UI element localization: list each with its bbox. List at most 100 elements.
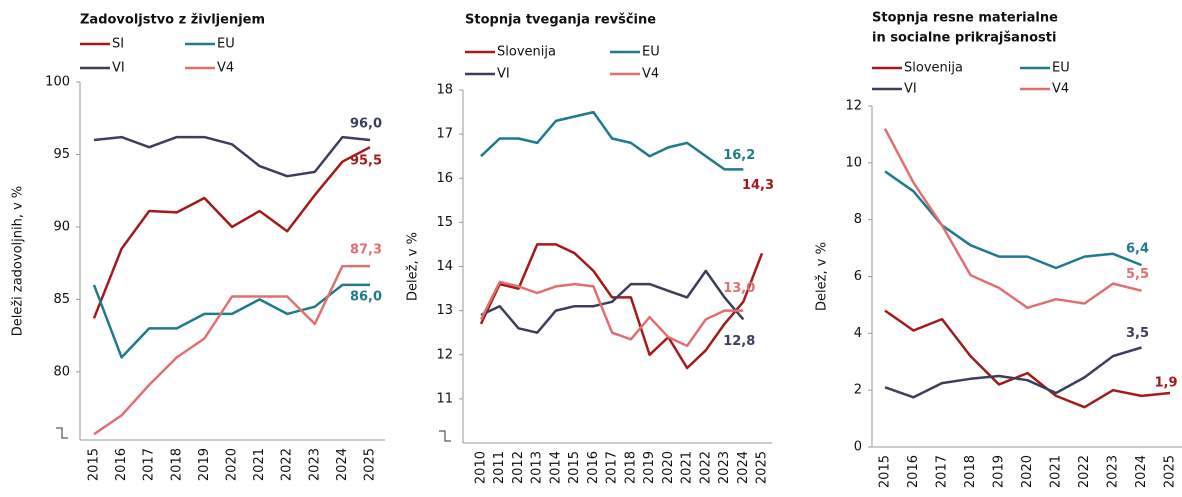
series-line xyxy=(480,269,745,334)
y-axis-label: Delež, v % xyxy=(815,242,830,311)
data-label: 96,0 xyxy=(350,116,382,131)
x-tick-label: 2015 xyxy=(87,448,102,481)
y-tick-label: 13 xyxy=(436,303,453,318)
y-tick-label: 85 xyxy=(53,292,70,307)
chart: Stopnja tveganja revščine 11 12 13 14 15 16 17 1… xyxy=(406,13,775,485)
legend-label: EU xyxy=(1052,61,1070,76)
chart: Zadovoljstvo z življenjem 80 85 90 95 100 Dele… xyxy=(11,13,385,481)
series-line xyxy=(93,135,371,178)
series-line xyxy=(884,346,1142,399)
axis-break xyxy=(439,430,451,442)
x-tick-label: 2024 xyxy=(1134,455,1149,488)
legend-label: EU xyxy=(642,45,660,60)
data-label: 6,4 xyxy=(1126,242,1149,257)
x-tick-label: 2015 xyxy=(878,455,893,488)
y-tick-label: 11 xyxy=(436,391,453,406)
data-label: 95,5 xyxy=(350,154,382,169)
x-tick-label: 2015 xyxy=(567,451,582,484)
x-tick-label: 2017 xyxy=(935,455,950,488)
y-tick-label: 12 xyxy=(845,99,862,114)
x-tick-label: 2023 xyxy=(1106,455,1121,488)
x-tick-label: 2021 xyxy=(1049,455,1064,488)
series-line xyxy=(93,264,370,436)
x-tick-label: 2021 xyxy=(252,448,267,481)
x-tick-label: 2016 xyxy=(906,455,921,488)
legend-label: Slovenija xyxy=(904,61,963,76)
x-tick-label: 2020 xyxy=(661,451,676,484)
x-tick-label: 2024 xyxy=(335,448,350,481)
data-label: 86,0 xyxy=(350,289,382,304)
legend-label: V4 xyxy=(642,67,659,82)
x-tick-label: 2020 xyxy=(225,448,240,481)
series-line xyxy=(884,170,1142,270)
data-label: 14,3 xyxy=(742,178,774,193)
x-tick-label: 2021 xyxy=(680,451,695,484)
y-tick-label: 10 xyxy=(845,155,862,170)
legend-label: V4 xyxy=(1052,82,1069,97)
chart: Stopnja resne materialne in socialne prik… xyxy=(815,11,1182,488)
y-tick-label: 95 xyxy=(53,147,70,162)
x-tick-label: 2018 xyxy=(963,455,978,488)
series-line xyxy=(479,280,744,348)
legend-label: VI xyxy=(904,82,917,97)
x-tick-label: 2018 xyxy=(623,451,638,484)
data-label: 12,8 xyxy=(723,334,755,349)
y-axis-label: Deleži zadovoljnih, v % xyxy=(11,186,26,337)
data-label: 1,9 xyxy=(1154,376,1177,391)
y-tick-label: 4 xyxy=(854,326,862,341)
data-label: 5,5 xyxy=(1126,267,1149,282)
chart-title: in socialne prikrajšanosti xyxy=(872,31,1056,46)
x-tick-label: 2019 xyxy=(642,451,657,484)
y-axis-label: Delež, v % xyxy=(406,232,421,301)
x-tick-label: 2022 xyxy=(698,451,713,484)
y-tick-label: 16 xyxy=(436,171,453,186)
y-tick-label: 100 xyxy=(45,75,70,90)
legend-label: V4 xyxy=(217,61,234,76)
x-tick-label: 2013 xyxy=(530,451,545,484)
x-tick-label: 2011 xyxy=(492,451,507,484)
x-tick-label: 2017 xyxy=(142,448,157,481)
y-tick-label: 18 xyxy=(436,83,453,98)
chart-title: Stopnja tveganja revščine xyxy=(465,13,656,28)
x-tick-label: 2016 xyxy=(586,451,601,484)
series-line xyxy=(480,110,744,171)
chart-title: Stopnja resne materialne xyxy=(872,11,1058,26)
x-tick-label: 2020 xyxy=(1020,455,1035,488)
data-label: 13,0 xyxy=(723,281,755,296)
y-tick-label: 17 xyxy=(436,127,453,142)
x-tick-label: 2019 xyxy=(197,448,212,481)
series-line xyxy=(92,283,370,359)
x-tick-label: 2010 xyxy=(474,451,489,484)
chart-title: Zadovoljstvo z življenjem xyxy=(80,13,265,28)
x-tick-label: 2023 xyxy=(717,451,732,484)
data-label: 87,3 xyxy=(350,243,382,258)
series-line xyxy=(479,243,764,370)
x-tick-label: 2012 xyxy=(511,451,526,484)
legend-label: EU xyxy=(217,37,235,52)
x-tick-label: 2022 xyxy=(1077,455,1092,488)
series-line xyxy=(884,309,1171,409)
y-tick-label: 8 xyxy=(854,212,862,227)
y-tick-label: 2 xyxy=(854,383,862,398)
legend-label: SI xyxy=(112,37,124,52)
series-line xyxy=(92,146,371,319)
legend-label: Slovenija xyxy=(497,45,556,60)
data-label: 16,2 xyxy=(723,148,755,163)
axis-break xyxy=(56,427,68,439)
x-tick-label: 2017 xyxy=(605,451,620,484)
x-tick-label: 2016 xyxy=(114,448,129,481)
x-tick-label: 2025 xyxy=(755,451,770,484)
x-tick-label: 2025 xyxy=(363,448,378,481)
y-tick-label: 90 xyxy=(53,219,70,234)
x-tick-label: 2018 xyxy=(169,448,184,481)
x-tick-label: 2024 xyxy=(736,451,751,484)
y-tick-label: 80 xyxy=(53,364,70,379)
x-tick-label: 2014 xyxy=(548,451,563,484)
x-tick-label: 2023 xyxy=(307,448,322,481)
y-tick-label: 12 xyxy=(436,347,453,362)
data-label: 3,5 xyxy=(1126,326,1149,341)
x-tick-label: 2019 xyxy=(992,455,1007,488)
x-tick-label: 2022 xyxy=(280,448,295,481)
